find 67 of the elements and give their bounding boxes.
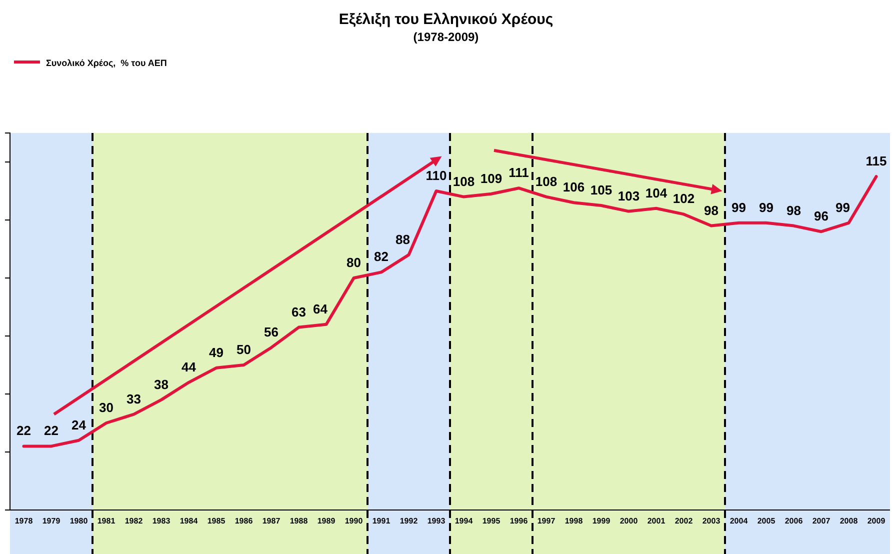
data-label: 115 <box>866 154 887 168</box>
data-label: 103 <box>618 188 640 204</box>
data-label: 98 <box>704 202 718 218</box>
x-tick-label: 2004 <box>730 516 748 526</box>
legend-label: Συνολικό Χρέος, % του ΑΕΠ <box>46 58 167 68</box>
x-tick-label: 1994 <box>454 516 474 526</box>
x-tick-label: 2002 <box>674 516 694 526</box>
data-label: 111 <box>508 165 529 180</box>
x-tick-label: 1982 <box>124 516 144 526</box>
chart-subtitle: (1978-2009) <box>413 30 479 44</box>
x-tick-label: 1989 <box>317 516 336 526</box>
data-label: 110 <box>426 168 447 183</box>
x-tick-label: 1991 <box>372 516 391 526</box>
data-label: 108 <box>452 174 475 189</box>
data-label: 64 <box>313 301 328 316</box>
data-label: 24 <box>72 417 87 432</box>
data-label: 38 <box>154 376 168 392</box>
data-label: 82 <box>374 249 388 264</box>
data-label: 109 <box>480 170 502 186</box>
x-tick-label: 1986 <box>234 516 254 526</box>
data-label: 102 <box>672 191 695 206</box>
x-tick-label: 1984 <box>180 516 198 526</box>
x-tick-label: 1993 <box>427 516 446 526</box>
data-label: 106 <box>562 180 585 195</box>
x-tick-label: 1981 <box>97 516 116 526</box>
data-label: 56 <box>264 324 278 340</box>
chart-title: Εξέλιξη του Ελληνικού Χρέους <box>338 11 554 28</box>
x-tick-label: 1997 <box>537 516 556 526</box>
x-tick-label: 1979 <box>42 516 61 526</box>
x-tick-label: 2001 <box>647 516 666 526</box>
x-tick-label: 2007 <box>812 516 831 526</box>
x-tick-label: 2006 <box>784 516 804 526</box>
data-label: 88 <box>396 232 410 247</box>
data-label: 49 <box>209 344 224 360</box>
data-label: 22 <box>16 423 31 438</box>
x-tick-label: 1998 <box>564 516 584 526</box>
data-label: 108 <box>535 174 558 189</box>
data-label: 98 <box>786 202 801 218</box>
x-tick-label: 1987 <box>262 516 281 526</box>
data-label: 22 <box>44 423 58 438</box>
x-tick-label: 2003 <box>702 516 721 526</box>
x-tick-label: 2005 <box>757 516 776 526</box>
data-label: 99 <box>732 200 746 215</box>
x-tick-label: 1980 <box>70 516 88 526</box>
x-tick-label: 1996 <box>510 516 528 526</box>
data-label: 96 <box>814 208 828 224</box>
x-tick-label: 1992 <box>400 516 418 526</box>
x-tick-label: 2009 <box>867 516 886 526</box>
x-tick-label: 1999 <box>592 516 611 526</box>
x-tick-label: 2008 <box>840 516 858 526</box>
data-label: 105 <box>590 182 612 198</box>
data-label: 63 <box>292 304 306 320</box>
data-label: 99 <box>836 200 850 215</box>
x-tick-label: 1978 <box>14 516 34 526</box>
x-tick-label: 2000 <box>620 516 638 526</box>
data-label: 104 <box>645 185 668 200</box>
data-label: 99 <box>759 200 774 215</box>
x-tick-label: 1983 <box>152 516 171 526</box>
data-label: 44 <box>182 359 197 374</box>
x-tick-label: 1988 <box>290 516 308 526</box>
data-label: 33 <box>126 391 141 406</box>
data-label: 80 <box>346 255 361 270</box>
x-tick-label: 1995 <box>482 516 501 526</box>
data-label: 30 <box>99 400 114 415</box>
data-label: 50 <box>236 342 251 357</box>
x-tick-label: 1990 <box>344 516 364 526</box>
x-tick-label: 1985 <box>207 516 226 526</box>
